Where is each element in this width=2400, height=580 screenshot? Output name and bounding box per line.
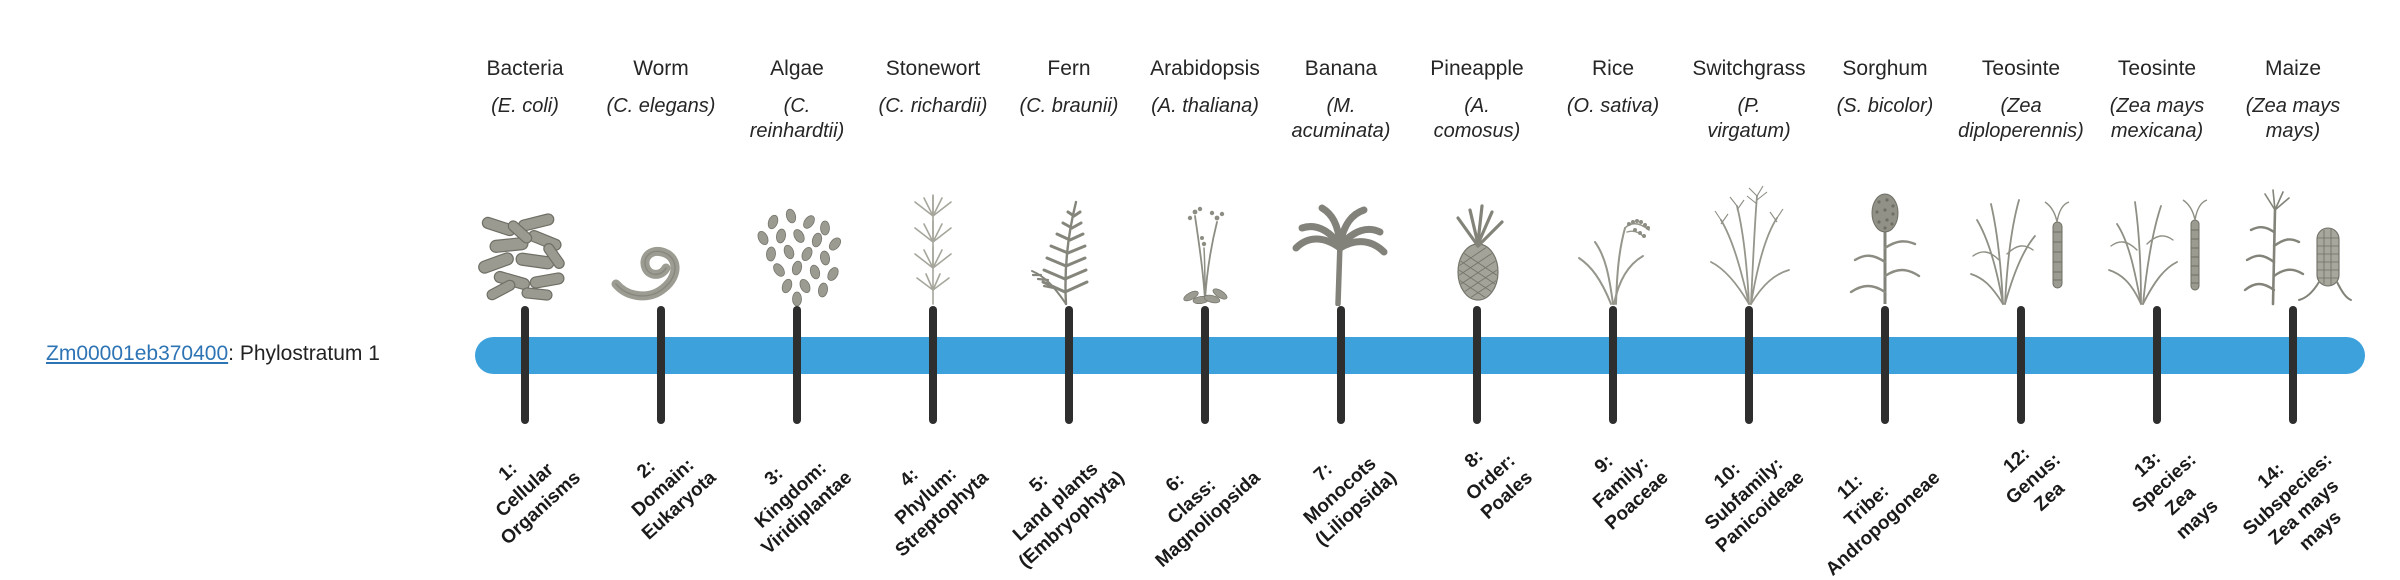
- species-names: Arabidopsis (A. thaliana): [1130, 56, 1280, 119]
- stratum-label: 1: Cellular Organisms: [491, 458, 585, 550]
- species-scientific-name: (O. sativa): [1566, 95, 1660, 117]
- species-names: Banana (M. acuminata): [1266, 56, 1416, 144]
- stratum-label: 10: Subfamily: Panicoideae: [1700, 453, 1809, 558]
- phylostratum-tick: [1609, 306, 1617, 424]
- species-names: Rice (O. sativa): [1538, 56, 1688, 119]
- phylostratum-tick: [1473, 306, 1481, 424]
- stratum-label: 7: Monocots (Liliopsida): [1299, 452, 1401, 551]
- species-common-name: Rice: [1591, 57, 1634, 80]
- phylostratum-tick: [793, 306, 801, 424]
- species-names: Teosinte (Zea mays mexicana): [2082, 56, 2232, 144]
- species-names: Worm (C. elegans): [586, 56, 736, 119]
- species-common-name: Worm: [633, 57, 689, 80]
- species-common-name: Algae: [770, 57, 824, 80]
- species-common-name: Maize: [2264, 57, 2322, 80]
- phylostratum-bar: [475, 337, 2365, 374]
- rice-icon: [1548, 168, 1678, 306]
- stonewort-icon: [868, 168, 998, 306]
- species-names: Maize (Zea mays mays): [2218, 56, 2368, 144]
- species-scientific-name: (C. reinhardtii): [749, 95, 845, 142]
- phylostratum-tick: [657, 306, 665, 424]
- species-names: Bacteria (E. coli): [450, 56, 600, 119]
- stratum-label: 11: Tribe: Andropogoneae: [1822, 467, 1945, 580]
- species-scientific-name: (Zea mays mexicana): [2109, 95, 2205, 142]
- species-common-name: Fern: [1047, 57, 1091, 80]
- species-scientific-name: (C. richardii): [878, 95, 988, 117]
- species-scientific-name: (P. virgatum): [1707, 95, 1791, 142]
- species-common-name: Teosinte: [1981, 57, 2061, 80]
- algae-icon: [732, 168, 862, 306]
- banana-icon: [1276, 168, 1406, 306]
- species-common-name: Banana: [1304, 57, 1378, 80]
- phylostratum-tick: [1337, 306, 1345, 424]
- species-common-name: Pineapple: [1430, 57, 1524, 80]
- species-names: Sorghum (S. bicolor): [1810, 56, 1960, 119]
- phylostratum-tick: [1745, 306, 1753, 424]
- maize-icon: [2228, 168, 2358, 306]
- sorghum-icon: [1820, 168, 1950, 306]
- phylostratum-tick: [929, 306, 937, 424]
- phylostratum-tick: [1201, 306, 1209, 424]
- species-scientific-name: (C. braunii): [1019, 95, 1119, 117]
- gene-label: Zm00001eb370400: Phylostratum 1: [46, 342, 380, 366]
- worm-icon: [596, 168, 726, 306]
- stratum-label: 14: Subspecies: Zea mays mays: [2239, 449, 2346, 556]
- species-common-name: Stonewort: [885, 57, 981, 80]
- stratum-label: 4: Phylum: Streptophyta: [890, 463, 993, 562]
- species-scientific-name: (E. coli): [491, 95, 559, 117]
- stratum-label: 2: Domain: Eukaryota: [627, 454, 721, 545]
- species-common-name: Arabidopsis: [1150, 57, 1260, 80]
- species-scientific-name: (C. elegans): [606, 95, 716, 117]
- species-names: Switchgrass (P. virgatum): [1674, 56, 1824, 144]
- species-names: Algae (C. reinhardtii): [722, 56, 872, 144]
- stratum-label: 8: Order: Poales: [1460, 445, 1537, 525]
- species-names: Teosinte (Zea diploperennis): [1946, 56, 2096, 144]
- species-scientific-name: (Zea mays mays): [2245, 95, 2341, 142]
- species-scientific-name: (A. thaliana): [1151, 95, 1259, 117]
- bacteria-icon: [460, 168, 590, 306]
- species-names: Fern (C. braunii): [994, 56, 1144, 119]
- gene-link[interactable]: Zm00001eb370400: [46, 342, 229, 365]
- phylostratum-tick: [1881, 306, 1889, 424]
- stratum-label: 12: Genus: Zea: [1999, 443, 2069, 516]
- stratum-label: 13: Species: Zea mays: [2128, 447, 2223, 544]
- teosinte-mexicana-icon: [2092, 168, 2222, 306]
- stratum-label: 5: Land plants (Embryophyta): [1008, 458, 1129, 573]
- phylostratum-tick: [2289, 306, 2297, 424]
- stratum-label: 6: Class: Magnoliopsida: [1151, 467, 1265, 573]
- teosinte-diploperennis-icon: [1956, 168, 2086, 306]
- arabidopsis-icon: [1140, 168, 1270, 306]
- species-common-name: Bacteria: [486, 57, 564, 80]
- species-common-name: Sorghum: [1842, 57, 1928, 80]
- species-scientific-name: (Zea diploperennis): [1958, 95, 2084, 142]
- species-common-name: Switchgrass: [1692, 57, 1806, 80]
- species-scientific-name: (A. comosus): [1433, 95, 1521, 142]
- species-common-name: Teosinte: [2117, 57, 2197, 80]
- phylostratum-tick: [521, 306, 529, 424]
- species-names: Stonewort (C. richardii): [858, 56, 1008, 119]
- stratum-label: 3: Kingdom: Viridiplantae: [751, 457, 857, 560]
- phylostratum-tick: [2153, 306, 2161, 424]
- species-scientific-name: (S. bicolor): [1836, 95, 1934, 117]
- stratum-label: 9: Family: Poaceae: [1588, 450, 1673, 535]
- species-scientific-name: (M. acuminata): [1291, 95, 1391, 142]
- phylostratum-tick: [2017, 306, 2025, 424]
- switchgrass-icon: [1684, 168, 1814, 306]
- pineapple-icon: [1412, 168, 1542, 306]
- species-names: Pineapple (A. comosus): [1402, 56, 1552, 144]
- gene-phylostratum-text: : Phylostratum 1: [228, 342, 380, 365]
- fern-icon: [1004, 168, 1134, 306]
- phylostratum-tick: [1065, 306, 1073, 424]
